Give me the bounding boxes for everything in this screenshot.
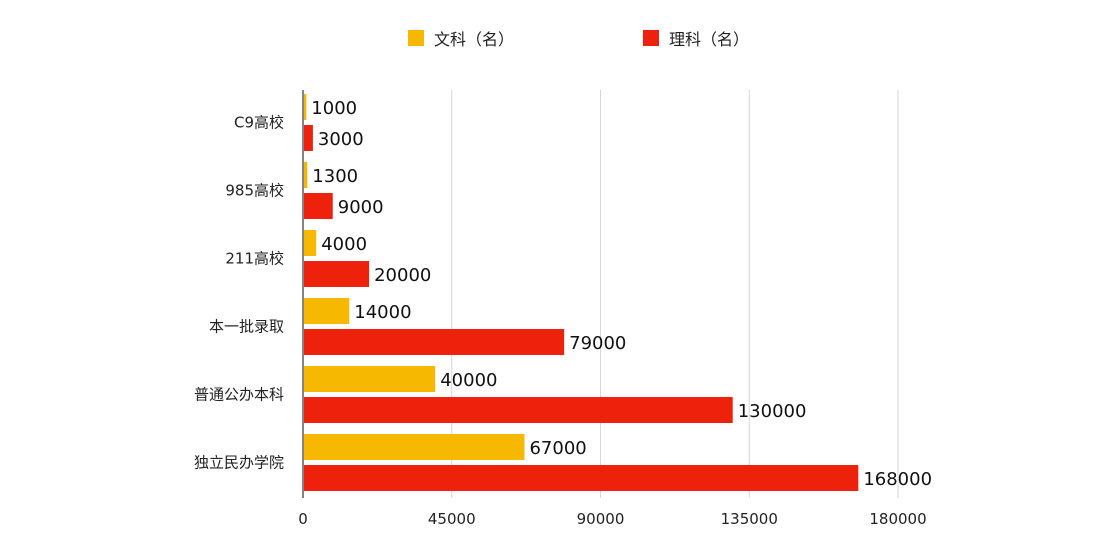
legend-swatch-wenke: [408, 30, 424, 46]
category-label-1: 985高校: [225, 182, 284, 200]
data-label-1-0: 3000: [318, 129, 364, 150]
bar-0-1: [304, 162, 308, 188]
data-label-0-5: 67000: [529, 438, 586, 459]
data-label-1-4: 130000: [738, 401, 807, 422]
bar-0-0: [304, 94, 307, 120]
bar-0-3: [304, 298, 350, 324]
data-label-0-1: 1300: [312, 166, 358, 187]
bar-0-2: [304, 230, 317, 256]
x-tick-label-1: 45000: [428, 510, 476, 528]
data-label-1-3: 79000: [569, 333, 626, 354]
bar-1-0: [304, 125, 313, 151]
bar-1-4: [304, 397, 733, 423]
bar-0-5: [304, 434, 525, 460]
legend-item-wenke: 文科（名）: [408, 26, 514, 50]
x-tick-label-0: 0: [298, 510, 308, 528]
data-label-0-4: 40000: [440, 370, 497, 391]
bar-1-1: [304, 193, 333, 219]
category-label-3: 本一批录取: [209, 318, 284, 336]
x-tick-label-2: 90000: [577, 510, 625, 528]
category-label-4: 普通公办本科: [194, 386, 284, 404]
bar-0-4: [304, 366, 436, 392]
bar-1-5: [304, 465, 859, 491]
data-label-0-3: 14000: [354, 302, 411, 323]
data-label-0-0: 1000: [311, 98, 357, 119]
category-label-5: 独立民办学院: [194, 454, 284, 472]
category-label-0: C9高校: [234, 114, 284, 132]
x-tick-label-3: 135000: [721, 510, 778, 528]
category-label-2: 211高校: [225, 250, 284, 268]
data-label-0-2: 4000: [321, 234, 367, 255]
data-label-1-2: 20000: [374, 265, 431, 286]
legend: 文科（名） 理科（名）: [0, 26, 1102, 52]
bar-1-2: [304, 261, 370, 287]
x-tick-label-4: 180000: [869, 510, 926, 528]
legend-label-like: 理科（名）: [669, 30, 750, 49]
legend-label-wenke: 文科（名）: [434, 30, 515, 49]
data-label-1-5: 168000: [863, 469, 932, 490]
bar-1-3: [304, 329, 565, 355]
data-label-1-1: 9000: [338, 197, 384, 218]
legend-swatch-like: [643, 30, 659, 46]
legend-item-like: 理科（名）: [643, 26, 749, 50]
